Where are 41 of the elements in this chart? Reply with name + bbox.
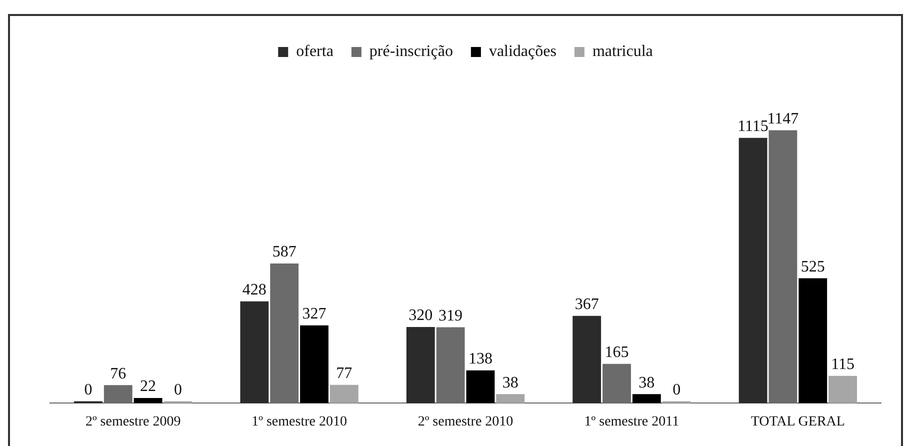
bar <box>496 394 525 404</box>
x-tick-label: TOTAL GERAL <box>750 414 845 430</box>
data-label: 367 <box>574 296 599 314</box>
data-label: 38 <box>502 374 518 392</box>
data-label: 525 <box>800 258 825 276</box>
bar <box>828 376 857 404</box>
data-label: 327 <box>302 306 326 323</box>
data-label: 165 <box>604 344 629 362</box>
legend-label: oferta <box>296 43 334 60</box>
bar <box>406 327 435 404</box>
data-label: 1147 <box>767 110 799 128</box>
bar <box>632 394 661 404</box>
data-label: 76 <box>110 365 126 382</box>
legend-label: matricula <box>592 43 653 60</box>
data-label: 38 <box>638 374 655 392</box>
data-label: 0 <box>84 381 92 398</box>
data-label: 587 <box>272 244 296 261</box>
legend-label: pré-inscrição <box>369 43 453 60</box>
data-label: 115 <box>831 356 854 374</box>
bar <box>240 301 269 404</box>
bar <box>466 370 495 404</box>
x-tick-label: 1º semestre 2010 <box>252 414 347 430</box>
bar <box>738 138 768 404</box>
data-label: 1115 <box>738 118 768 136</box>
legend-label: validações <box>488 43 556 60</box>
data-label: 138 <box>468 350 492 368</box>
data-label: 428 <box>242 282 266 299</box>
data-label: 320 <box>408 307 433 324</box>
bar <box>300 325 328 404</box>
data-label: 22 <box>140 378 156 396</box>
data-label: 0 <box>672 381 681 398</box>
data-label: 0 <box>174 381 182 398</box>
bar <box>572 316 602 404</box>
data-label: 319 <box>438 307 463 324</box>
data-label: 77 <box>336 365 352 382</box>
bar <box>330 384 358 404</box>
bar <box>798 278 828 404</box>
x-tick-label: 2º semestre 2009 <box>85 414 181 430</box>
bar <box>134 398 162 404</box>
x-tick-label: 2º semestre 2010 <box>418 414 514 430</box>
x-tick-label: 1º semestre 2011 <box>584 414 680 430</box>
